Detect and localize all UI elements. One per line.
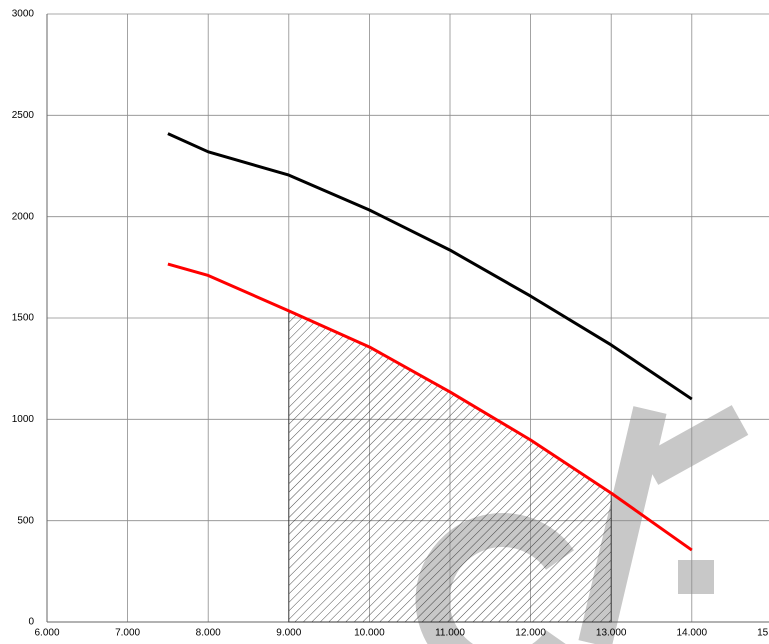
y-tick-label: 2500: [12, 110, 35, 121]
x-tick-label: 11.000: [435, 628, 465, 639]
x-tick-label: 12.000: [515, 628, 546, 639]
x-tick-label: 7.000: [115, 628, 140, 639]
x-tick-label: 15.000: [757, 628, 769, 639]
series-line: [167, 132, 693, 401]
y-tick-label: 1500: [12, 313, 35, 324]
x-tick-label: 10.000: [354, 628, 385, 639]
y-tick-label: 3000: [12, 9, 35, 20]
y-tick-label: 2000: [12, 211, 35, 222]
x-tick-label: 8.000: [196, 628, 221, 639]
y-tick-label: 1000: [12, 414, 35, 425]
x-tick-label: 6.000: [34, 628, 59, 639]
x-tick-label: 14.000: [677, 628, 708, 639]
y-tick-label: 500: [17, 515, 34, 526]
x-tick-label: 9.000: [276, 628, 301, 639]
series-line: [167, 262, 693, 552]
x-tick-label: 13.000: [596, 628, 627, 639]
y-tick-label: 0: [28, 617, 34, 628]
